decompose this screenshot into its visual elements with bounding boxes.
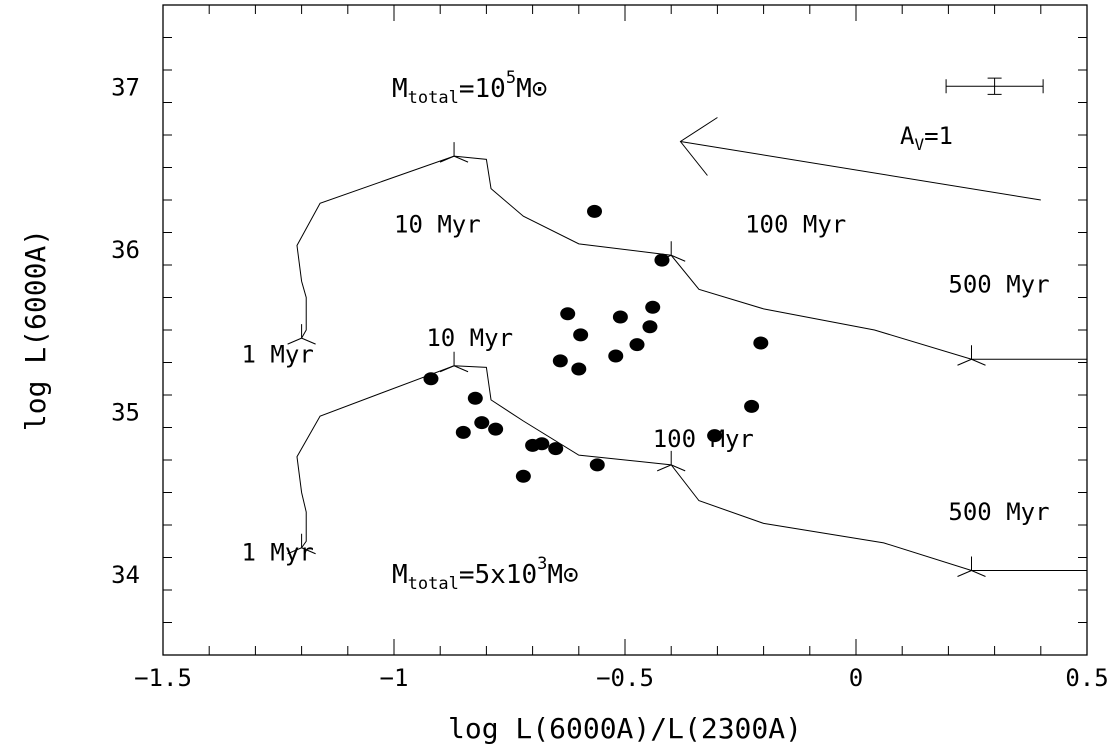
- data-point: [608, 349, 624, 363]
- age-marker: [439, 142, 469, 163]
- data-point: [612, 310, 628, 324]
- y-tick-label: 34: [111, 561, 140, 589]
- age-marker: [439, 351, 469, 373]
- y-tick-label: 37: [111, 73, 140, 101]
- age-marker: [957, 556, 986, 577]
- extinction-arrowhead: [679, 117, 718, 176]
- y-tick-labels: 34 35 36 37: [111, 73, 140, 589]
- x-tick-label: −1: [380, 664, 409, 692]
- age-label: 10 Myr: [426, 324, 513, 352]
- age-marker: [287, 324, 316, 345]
- age-marker: [287, 533, 316, 555]
- y-axis-title: log L(6000A): [19, 229, 52, 431]
- data-point: [467, 391, 483, 405]
- data-point: [589, 458, 605, 472]
- x-tick-label: −0.5: [596, 664, 654, 692]
- age-marker: [957, 345, 986, 366]
- data-points: [423, 204, 769, 483]
- x-tick-label: 0.5: [1065, 664, 1108, 692]
- data-point: [515, 469, 531, 483]
- data-point: [525, 438, 541, 452]
- data-point: [629, 338, 645, 352]
- age-label: 100 Myr: [745, 210, 846, 238]
- age-labels: 10 Myr 100 Myr 500 Myr 1 Myr 10 Myr 100 Myr 50…: [242, 210, 1050, 566]
- data-point: [573, 328, 589, 342]
- data-point: [488, 422, 504, 436]
- age-label: 1 Myr: [242, 340, 314, 368]
- mass-label-upper: Mtotal=105M⊙: [392, 68, 547, 108]
- age-label: 500 Myr: [948, 271, 1049, 299]
- age-label: 1 Myr: [242, 539, 314, 567]
- data-point: [560, 307, 576, 321]
- evolution-tracks: [287, 142, 1087, 577]
- data-point: [423, 372, 439, 386]
- data-point: [645, 300, 661, 314]
- data-point: [587, 204, 603, 218]
- x-tick-labels: −1.5 −1 −0.5 0 0.5: [134, 664, 1109, 692]
- data-point: [744, 399, 760, 413]
- data-point: [548, 442, 564, 456]
- extinction-label: AV=1: [900, 122, 953, 154]
- age-label: 10 Myr: [394, 210, 481, 238]
- mass-label-lower: Mtotal=5x103M⊙: [392, 554, 579, 594]
- data-point: [571, 362, 587, 376]
- age-marker: [657, 450, 686, 472]
- data-point: [552, 354, 568, 368]
- data-point: [455, 425, 471, 439]
- data-point: [707, 429, 723, 443]
- x-tick-label: −1.5: [134, 664, 192, 692]
- x-axis-title: log L(6000A)/L(2300A): [448, 712, 802, 745]
- data-point: [654, 253, 670, 267]
- age-label: 100 Myr: [653, 425, 754, 453]
- annotations: [679, 77, 1044, 201]
- axis-ticks: [162, 4, 1088, 656]
- y-tick-label: 36: [111, 236, 140, 264]
- data-point: [474, 416, 490, 430]
- y-tick-label: 35: [111, 398, 140, 426]
- track-line: [296, 365, 1087, 571]
- age-label: 500 Myr: [948, 498, 1049, 526]
- x-tick-label: 0: [849, 664, 863, 692]
- track-line: [296, 155, 1087, 360]
- data-point: [642, 320, 658, 334]
- extinction-vector: [680, 141, 1041, 201]
- data-point: [753, 336, 769, 350]
